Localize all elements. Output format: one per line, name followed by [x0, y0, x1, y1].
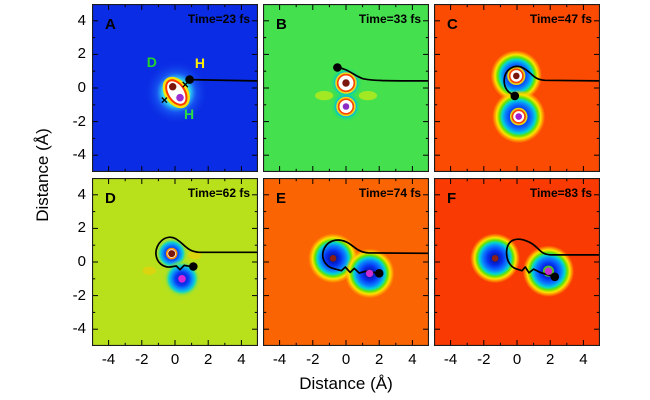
trajectory-dot [510, 91, 520, 101]
density-fringe [188, 251, 202, 260]
nucleus-dot [178, 275, 186, 283]
x-tick-label: 2 [375, 351, 384, 368]
y-tick-label: -4 [72, 320, 86, 338]
trajectory-dot [550, 272, 560, 282]
panel-time-label: Time=23 fs [188, 12, 250, 26]
x-tick-label: 2 [204, 351, 213, 368]
nucleus-dot [515, 113, 522, 120]
panel-time-label: Time=62 fs [188, 186, 250, 200]
panel-f-heatmap: F Time=83 fs [434, 178, 600, 346]
trajectory-line [503, 65, 600, 97]
y-tick-label: 4 [77, 185, 86, 203]
y-tick-label: -2 [72, 286, 86, 304]
x-tick-label: -2 [306, 351, 320, 368]
panel-a-heatmap: D H H A Time=23 fs [92, 4, 258, 172]
panel-border [263, 4, 429, 172]
y-tick-label: 0 [77, 79, 86, 96]
panel-letter: D [105, 190, 116, 207]
trajectory-line [336, 66, 429, 82]
y-tick-label: -4 [72, 146, 86, 164]
trajectory-line [321, 239, 429, 274]
nucleus-dot [169, 83, 177, 91]
x-tick-label: -4 [101, 351, 116, 368]
atom-label: H [195, 55, 205, 71]
y-tick-label: 2 [77, 45, 86, 63]
x-tick-label: 4 [579, 351, 588, 368]
y-tick-label: -2 [72, 112, 86, 130]
x-tick-label: -2 [477, 351, 491, 368]
nucleus-ring-outer [509, 107, 528, 126]
cross-marker [161, 97, 168, 104]
y-tick-label: 2 [77, 219, 86, 237]
panel-d-heatmap: D Time=62 fs [92, 178, 258, 346]
nucleus-dot [342, 79, 350, 87]
y-tick-label: 0 [77, 253, 86, 270]
atom-label: D [147, 54, 157, 70]
panel-time-label: Time=74 fs [359, 186, 421, 200]
nucleus-dot [168, 250, 176, 258]
trajectory-dot [333, 63, 342, 72]
panel-border [92, 4, 258, 172]
nucleus-dot [342, 103, 350, 110]
nucleus-ring-outer [335, 72, 357, 94]
nucleus-dot [329, 255, 337, 262]
x-tick-label: 0 [341, 351, 351, 368]
trajectory-line [155, 236, 258, 271]
cross-marker [182, 81, 189, 88]
x-tick-label: 0 [512, 351, 522, 368]
x-tick-label: 2 [546, 351, 555, 368]
panel-time-label: Time=47 fs [530, 12, 592, 26]
panel-time-label: Time=83 fs [530, 186, 592, 200]
panel-border [263, 178, 429, 346]
panel-letter: F [447, 190, 456, 207]
panel-letter: C [447, 16, 458, 33]
y-axis-label: Distance (Å) [33, 128, 52, 222]
panel-letter: A [105, 16, 116, 33]
panel-border [434, 178, 600, 346]
density-fringe [315, 91, 334, 101]
x-axis-label: Distance (Å) [299, 374, 393, 393]
nucleus-dot [544, 267, 553, 275]
y-tick-label: 4 [77, 11, 86, 29]
x-tick-label: -4 [443, 351, 458, 368]
atom-label: H [184, 106, 194, 122]
nucleus-ring-outer [507, 66, 526, 86]
panel-letter: E [276, 190, 286, 207]
trajectory-dot [189, 262, 198, 271]
nucleus-dot [513, 72, 520, 80]
x-tick-label: 0 [170, 351, 180, 368]
nucleus-dot [491, 255, 499, 262]
x-tick-label: -4 [272, 351, 287, 368]
panel-e-heatmap: E Time=74 fs [263, 178, 429, 346]
panel-b-heatmap: B Time=33 fs [263, 4, 429, 172]
x-tick-label: 4 [408, 351, 417, 368]
panel-letter: B [276, 16, 287, 33]
panel-border [434, 4, 600, 172]
panel-c-heatmap: C Time=47 fs [434, 4, 600, 172]
nucleus-ring-outer [336, 96, 356, 117]
nucleus-dot [365, 269, 374, 278]
trajectory-line [505, 238, 600, 278]
nucleus-dot [176, 93, 184, 102]
panel-border [92, 178, 258, 346]
density-fringe [358, 91, 377, 101]
density-peak-outline [162, 76, 190, 109]
trajectory-line [188, 78, 258, 82]
trajectory-dot [374, 269, 384, 278]
density-fringe [142, 266, 156, 275]
x-tick-label: 4 [237, 351, 246, 368]
panel-time-label: Time=33 fs [359, 12, 421, 26]
x-tick-label: -2 [135, 351, 149, 368]
